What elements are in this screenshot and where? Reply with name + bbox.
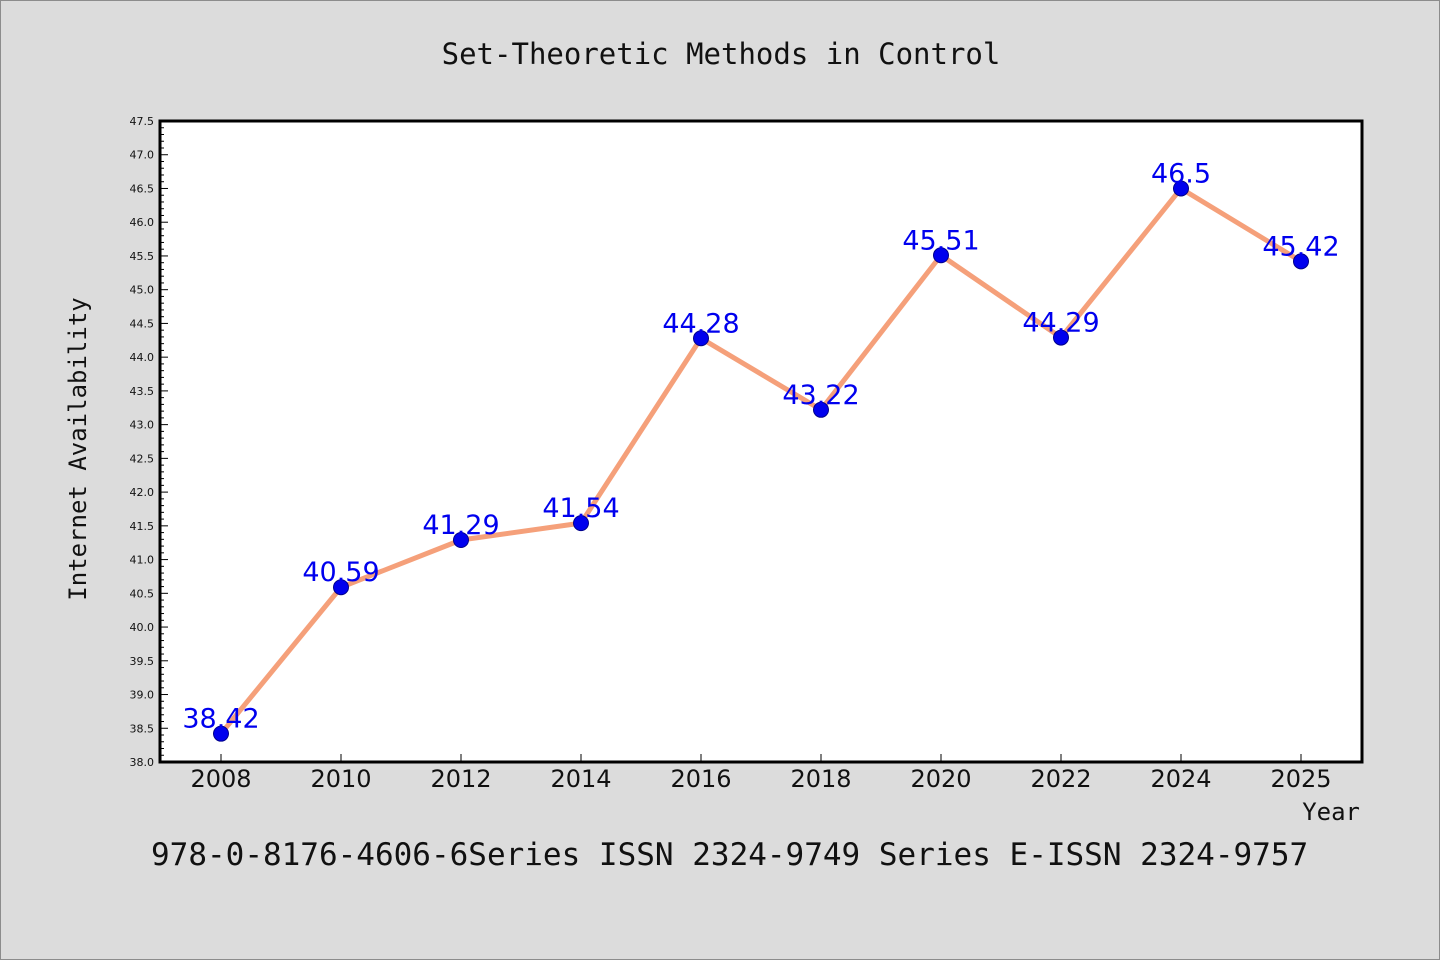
x-tick-label: 2020 <box>910 765 971 793</box>
y-tick-label: 41.5 <box>130 520 155 533</box>
y-tick-label: 38.5 <box>130 722 155 735</box>
data-markers <box>213 180 1309 742</box>
data-point <box>1293 253 1309 270</box>
y-axis-label: Internet Availability <box>64 297 92 600</box>
y-tick-label: 43.5 <box>130 385 155 398</box>
y-tick-label: 40.0 <box>130 621 155 634</box>
data-label: 44.29 <box>1022 308 1099 339</box>
x-tick-label: 2025 <box>1270 765 1331 793</box>
x-tick-label: 2018 <box>790 765 851 793</box>
y-tick-label: 47.5 <box>130 115 155 128</box>
data-label: 46.5 <box>1151 158 1211 189</box>
data-point <box>933 247 949 264</box>
y-tick-label: 43.0 <box>130 419 155 432</box>
x-tick-label: 2014 <box>550 765 611 793</box>
data-label: 40.59 <box>302 557 379 588</box>
y-tick-label: 42.0 <box>130 486 155 499</box>
data-point <box>1173 180 1189 197</box>
data-point <box>573 515 589 532</box>
y-tick-label: 47.0 <box>130 149 155 162</box>
y-tick-label: 44.0 <box>130 351 155 364</box>
y-tick-label: 44.5 <box>130 317 155 330</box>
data-label: 44.28 <box>662 308 739 339</box>
data-label: 43.22 <box>782 380 859 411</box>
y-tick-label: 38.0 <box>130 756 155 769</box>
y-tick-label: 39.0 <box>130 689 155 702</box>
footer-identifiers: 978-0-8176-4606-6Series ISSN 2324-9749 S… <box>151 837 1308 873</box>
data-label: 41.29 <box>422 510 499 541</box>
data-point <box>453 532 469 549</box>
series-line <box>218 185 1304 737</box>
data-point <box>693 330 709 347</box>
chart-title: Set-Theoretic Methods in Control <box>442 37 1001 71</box>
x-tick-label: 2016 <box>670 765 731 793</box>
x-tick-label: 2012 <box>430 765 491 793</box>
x-tick-label: 2010 <box>310 765 371 793</box>
y-tick-label: 40.5 <box>130 587 155 600</box>
data-point <box>1053 329 1069 346</box>
data-point <box>213 725 229 742</box>
y-tick-label: 46.0 <box>130 216 155 229</box>
data-labels: 38.42 40.59 41.29 41.54 44.28 43.22 45.51 44.29… <box>182 158 1339 734</box>
y-tick-label: 42.5 <box>130 452 155 465</box>
y-axis: 38.0 38.5 39.0 39.5 40.0 40.5 41.0 41.5 42.0 42.5… <box>130 115 168 769</box>
x-tick-label: 2022 <box>1030 765 1091 793</box>
plot-area <box>158 119 1364 764</box>
y-tick-label: 41.0 <box>130 554 155 567</box>
x-tick-label: 2024 <box>1150 765 1211 793</box>
y-tick-label: 45.0 <box>130 284 155 297</box>
data-point <box>813 401 829 418</box>
data-label: 38.42 <box>182 704 259 735</box>
data-label: 41.54 <box>542 493 619 524</box>
y-tick-label: 46.5 <box>130 182 155 195</box>
x-axis-label: Year <box>1302 798 1360 826</box>
x-tick-label: 2008 <box>190 765 251 793</box>
y-tick-label: 39.5 <box>130 655 155 668</box>
x-axis: 2008 2010 2012 2014 2016 2018 2020 2022 2024 2025 <box>190 754 1332 793</box>
data-label: 45.42 <box>1262 231 1339 262</box>
data-point <box>333 579 349 596</box>
data-label: 45.51 <box>902 225 979 256</box>
y-tick-label: 45.5 <box>130 250 155 263</box>
